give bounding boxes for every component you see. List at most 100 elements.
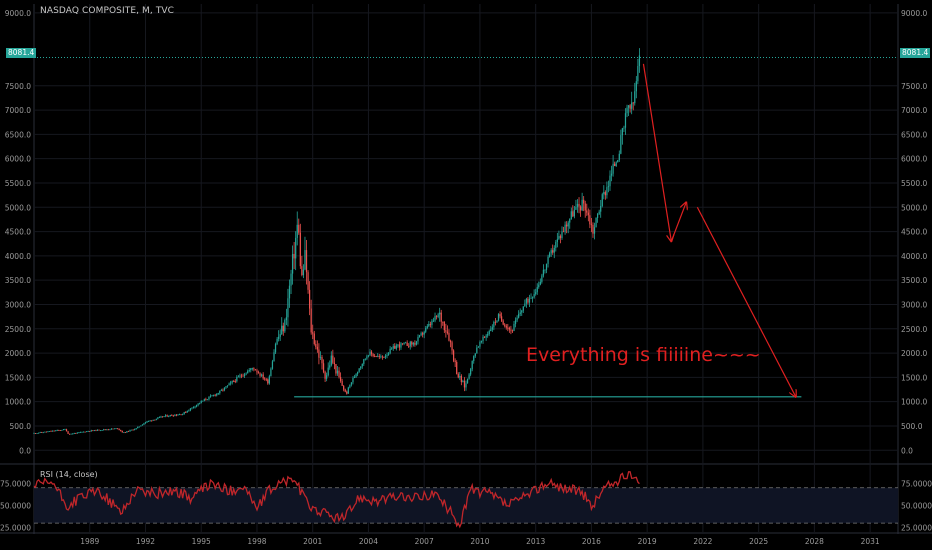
y-tick-label-right: 6000.0 <box>901 155 927 164</box>
rsi-tick-label-left: 50.0000 <box>0 501 31 510</box>
candle-body <box>377 356 379 357</box>
candle-body <box>631 102 633 109</box>
candle-body <box>273 352 275 362</box>
candle-body <box>431 320 433 325</box>
rsi-tick-label-right: 50.0000 <box>901 501 932 510</box>
candle-body <box>555 241 557 248</box>
candle-body <box>208 396 210 400</box>
candle-body <box>288 285 291 299</box>
candle-body <box>572 211 574 217</box>
candle-body <box>137 426 139 429</box>
candle-body <box>460 376 462 383</box>
candle-body <box>590 224 593 226</box>
candle-body <box>521 310 523 313</box>
candle-body <box>68 433 71 435</box>
candle-body <box>250 368 252 371</box>
candle-body <box>573 209 576 217</box>
candle-body <box>279 334 281 337</box>
candle-body <box>476 347 478 354</box>
candle-body <box>251 368 253 370</box>
candle-body <box>239 375 241 377</box>
candle-body <box>525 298 528 304</box>
candle-body <box>482 336 484 341</box>
y-tick-label-right: 7500.0 <box>901 82 927 91</box>
candle-body <box>620 135 622 154</box>
candle-body <box>637 65 639 82</box>
candle-body <box>629 105 631 109</box>
candle-body <box>556 239 558 242</box>
candle-body <box>593 227 596 234</box>
candle-body <box>302 269 305 276</box>
candle-body <box>397 344 399 346</box>
candle-body <box>596 214 599 218</box>
candle-body <box>408 345 410 347</box>
candle-body <box>513 323 515 331</box>
candle-body <box>65 429 68 432</box>
candle-body <box>182 414 184 415</box>
candle-body <box>79 432 82 433</box>
y-tick-label-left: 3000.0 <box>5 300 31 309</box>
candle-body <box>321 357 323 364</box>
candle-body <box>86 431 88 433</box>
candle-body <box>446 331 449 333</box>
candle-body <box>116 428 119 430</box>
candle-body <box>485 335 487 338</box>
chart-annotation-text: Everything is fiiiiine~~~ <box>526 344 761 366</box>
candle-body <box>135 428 137 430</box>
candle-body <box>220 389 222 391</box>
candle-body <box>615 162 617 167</box>
x-tick-label: 2016 <box>582 537 601 546</box>
candle-body <box>93 430 96 431</box>
candle-body <box>428 324 430 327</box>
candle-body <box>295 237 297 259</box>
candle-body <box>339 377 342 381</box>
candle-body <box>604 192 606 196</box>
candle-body <box>147 420 150 422</box>
candle-body <box>205 399 207 401</box>
candle-body <box>304 250 306 270</box>
candle-body <box>274 344 277 353</box>
candle-body <box>627 105 630 108</box>
candle-body <box>318 349 320 358</box>
annotation-layer <box>34 57 898 397</box>
rsi-tick-label-right: 75.0000 <box>901 479 932 488</box>
candle-body <box>561 231 563 239</box>
candle-body <box>579 206 582 211</box>
candle-body <box>535 292 537 295</box>
candle-body <box>82 431 85 433</box>
candle-body <box>174 414 176 416</box>
candle-body <box>391 348 393 350</box>
candle-body <box>459 376 461 378</box>
candle-body <box>598 211 600 215</box>
candle-body <box>127 431 130 432</box>
candle-body <box>530 297 532 299</box>
candle-body <box>471 361 473 370</box>
candle-body <box>197 403 199 405</box>
candle-body <box>56 430 58 431</box>
y-tick-label-right: 5000.0 <box>901 203 927 212</box>
candle-body <box>143 423 145 425</box>
y-axis-right: 0.0 500.0 1000.0 1500.0 2000.0 2500.0 3000.0 35… <box>901 9 932 533</box>
candle-body <box>129 430 131 432</box>
candle-body <box>73 433 75 434</box>
candle-body <box>355 374 357 377</box>
y-tick-label-left: 500.0 <box>10 422 32 431</box>
last-price-tag-left: 8081.4 <box>6 48 37 58</box>
candle-body <box>291 253 294 274</box>
candle-body <box>172 415 174 417</box>
candle-body <box>542 269 545 276</box>
candle-body <box>522 306 524 311</box>
candle-body <box>610 173 613 176</box>
y-tick-label-right: 4000.0 <box>901 252 927 261</box>
candle-body <box>435 316 438 317</box>
chart-title: NASDAQ COMPOSITE, M, TVC <box>40 6 175 16</box>
rsi-tick-label-left: 25.0000 <box>0 524 31 533</box>
candle-body <box>191 407 193 409</box>
candle-body <box>584 203 586 211</box>
candle-body <box>298 224 300 233</box>
candle-body <box>67 431 69 434</box>
candle-body <box>50 431 52 432</box>
candle-body <box>344 389 346 392</box>
candle-body <box>299 232 301 267</box>
candle-body <box>364 358 366 360</box>
